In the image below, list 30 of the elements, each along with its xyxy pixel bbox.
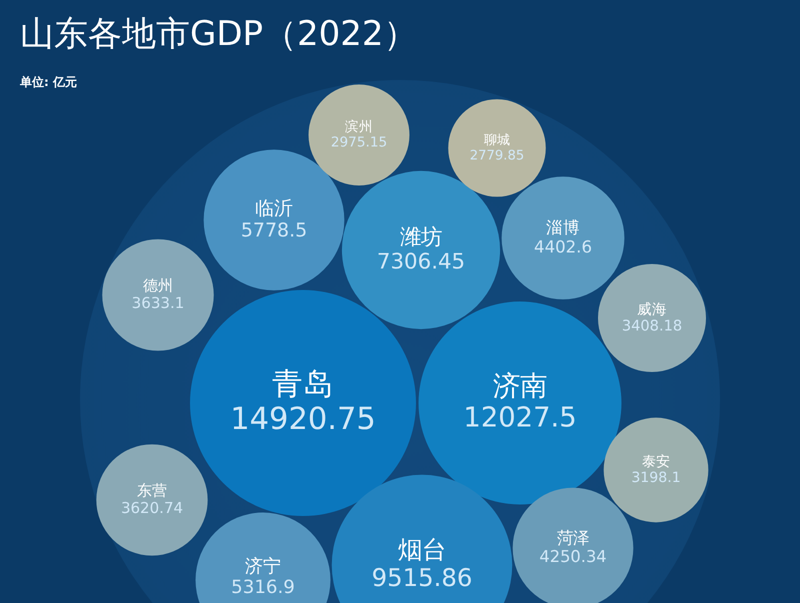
category-label: 菏泽 bbox=[557, 528, 589, 548]
data-label: 14920.75 bbox=[230, 402, 376, 438]
category-label: 济南 bbox=[493, 371, 547, 402]
category-label: 青岛 bbox=[272, 367, 334, 402]
category-label: 聊城 bbox=[484, 133, 510, 148]
data-label: 4402.6 bbox=[534, 237, 592, 256]
data-label: 9515.86 bbox=[372, 562, 472, 592]
category-label: 德州 bbox=[143, 276, 173, 295]
data-label: 3408.18 bbox=[622, 318, 682, 335]
category-label: 泰安 bbox=[642, 454, 670, 470]
category-label: 潍坊 bbox=[400, 224, 442, 250]
data-label: 2779.85 bbox=[470, 148, 524, 164]
data-label: 3633.1 bbox=[132, 294, 184, 312]
data-label: 3620.74 bbox=[120, 498, 184, 517]
category-label: 临沂 bbox=[255, 197, 293, 220]
category-label: 烟台 bbox=[398, 534, 446, 564]
data-label: 3198.1 bbox=[631, 470, 681, 486]
data-label: 2975.15 bbox=[330, 134, 388, 151]
category-label: 威海 bbox=[637, 300, 667, 318]
category-label: 滨州 bbox=[345, 119, 373, 136]
text: 山东各地市GDP（2022） bbox=[20, 13, 418, 56]
data-label: 7306.45 bbox=[376, 249, 466, 274]
data-label: 4250.34 bbox=[539, 547, 607, 566]
data-label: 12027.5 bbox=[463, 402, 577, 434]
data-label: 5316.9 bbox=[231, 576, 295, 598]
text: 单位: 亿元 bbox=[20, 74, 77, 91]
data-label: 5778.5 bbox=[240, 219, 308, 242]
category-label: 淄博 bbox=[546, 218, 580, 238]
category-label: 济宁 bbox=[245, 556, 281, 577]
category-label: 东营 bbox=[137, 482, 167, 500]
